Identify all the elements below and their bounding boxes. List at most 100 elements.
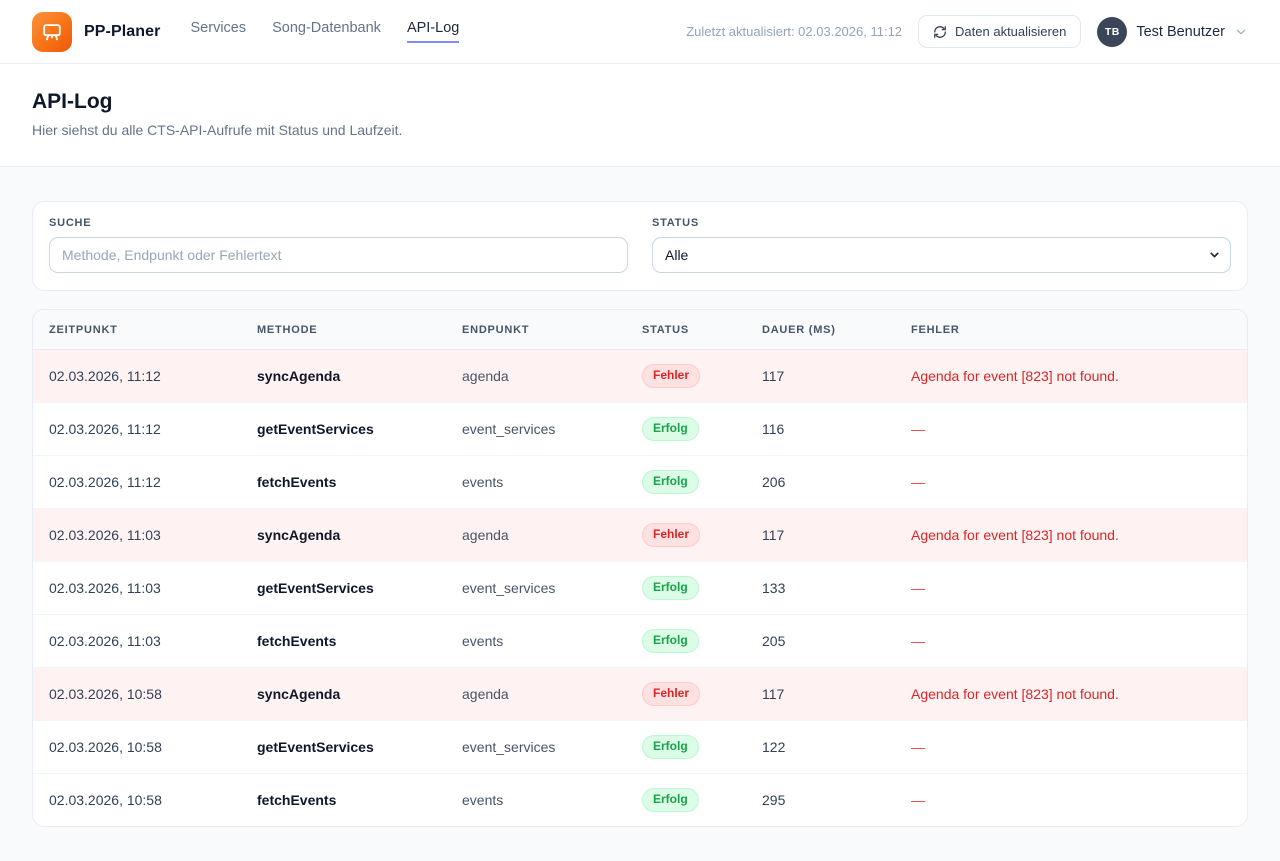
nav-item-services[interactable]: Services	[190, 20, 247, 36]
status-badge: Erfolg	[642, 417, 699, 441]
brand-name: PP-Planer	[84, 22, 161, 40]
api-log-table-card: Zeitpunkt Methode Endpunkt Status Dauer …	[32, 309, 1248, 827]
table-row: 02.03.2026, 11:03 fetchEvents events Erf…	[33, 614, 1247, 668]
top-navigation-bar: PP-Planer Services Song-Datenbank API-Lo…	[0, 0, 1280, 64]
status-badge: Fehler	[642, 364, 701, 388]
cell-timestamp: 02.03.2026, 11:03	[33, 561, 241, 615]
presentation-screen-icon	[41, 21, 63, 43]
column-header-fehler: Fehler	[895, 310, 1247, 350]
column-header-status: Status	[626, 310, 746, 350]
cell-duration: 122	[746, 720, 895, 774]
column-header-zeitpunkt: Zeitpunkt	[33, 310, 241, 350]
avatar: TB	[1097, 16, 1128, 47]
cell-status: Erfolg	[626, 561, 746, 615]
page-title: API-Log	[32, 90, 113, 113]
cell-status: Fehler	[626, 508, 746, 562]
cell-error: —	[895, 720, 1247, 774]
cell-endpoint: agenda	[462, 368, 509, 384]
cell-method: syncAgenda	[257, 368, 341, 384]
search-input[interactable]	[49, 237, 628, 273]
cell-endpoint: event_services	[446, 402, 626, 456]
last-updated-text: Zuletzt aktualisiert: 02.03.2026, 11:12	[686, 24, 903, 39]
cell-endpoint: events	[446, 455, 626, 509]
cell-error: Agenda for event [823] not found.	[895, 667, 1247, 721]
cell-status: Fehler	[626, 667, 746, 721]
api-log-table: Zeitpunkt Methode Endpunkt Status Dauer …	[33, 310, 1247, 826]
table-row: 02.03.2026, 11:03 getEventServices event…	[33, 561, 1247, 615]
status-filter: Status Alle	[652, 217, 1231, 273]
cell-endpoint: agenda	[446, 508, 626, 562]
cell-timestamp: 02.03.2026, 11:12	[33, 455, 241, 509]
cell-method: getEventServices	[241, 561, 446, 615]
cell-endpoint: agenda	[446, 667, 626, 721]
nav-item-api-log[interactable]: API-Log	[406, 20, 460, 43]
log-table-body: 02.03.2026, 11:12 syncAgenda agenda Fehl…	[33, 349, 1247, 826]
nav-item-song-datenbank[interactable]: Song-Datenbank	[272, 20, 381, 36]
search-filter: Suche	[49, 217, 628, 273]
brand: PP-Planer	[32, 11, 161, 52]
cell-timestamp: 02.03.2026, 10:58	[33, 720, 241, 774]
status-select[interactable]: Alle	[652, 237, 1231, 273]
cell-method: syncAgenda	[241, 508, 446, 562]
status-badge: Fehler	[642, 682, 701, 706]
cell-timestamp: 02.03.2026, 11:12	[33, 402, 241, 456]
cell-status: Fehler	[626, 350, 746, 403]
cell-error: Agenda for event [823] not found.	[911, 368, 1119, 384]
cell-timestamp: 02.03.2026, 11:03	[33, 508, 241, 562]
refresh-button-label: Daten aktualisieren	[955, 24, 1067, 39]
search-label: Suche	[49, 217, 92, 229]
cell-duration: 206	[746, 455, 895, 509]
cell-duration: 205	[746, 614, 895, 668]
chevron-down-icon	[1234, 25, 1248, 39]
cell-error: Agenda for event [823] not found.	[895, 508, 1247, 562]
cell-method: fetchEvents	[241, 455, 446, 509]
filter-card: Suche Status Alle	[32, 201, 1248, 291]
cell-duration: 117	[746, 508, 895, 562]
page-header: API-Log Hier siehst du alle CTS-API-Aufr…	[0, 64, 1280, 167]
cell-method: getEventServices	[241, 720, 446, 774]
column-header-endpunkt: Endpunkt	[446, 310, 626, 350]
cell-endpoint: events	[446, 614, 626, 668]
cell-method: fetchEvents	[241, 614, 446, 668]
cell-method: syncAgenda	[241, 667, 446, 721]
user-menu[interactable]: TB Test Benutzer	[1097, 16, 1248, 47]
main-content: Suche Status Alle	[0, 167, 1280, 861]
user-name: Test Benutzer	[1136, 23, 1225, 40]
cell-status: Erfolg	[626, 720, 746, 774]
cell-timestamp: 02.03.2026, 10:58	[33, 667, 241, 721]
cell-error: —	[895, 402, 1247, 456]
table-row: 02.03.2026, 11:03 syncAgenda agenda Fehl…	[33, 508, 1247, 562]
refresh-data-button[interactable]: Daten aktualisieren	[918, 15, 1082, 48]
table-row: 02.03.2026, 11:12 getEventServices event…	[33, 402, 1247, 456]
cell-error: —	[895, 614, 1247, 668]
cell-status: Erfolg	[626, 614, 746, 668]
table-row: 02.03.2026, 11:12 syncAgenda agenda Fehl…	[33, 349, 1247, 403]
status-badge: Erfolg	[642, 629, 699, 653]
cell-status: Erfolg	[626, 402, 746, 456]
cell-timestamp: 02.03.2026, 11:12	[49, 368, 161, 384]
cell-duration: 133	[746, 561, 895, 615]
primary-nav: Services Song-Datenbank API-Log	[191, 20, 460, 43]
cell-duration: 117	[746, 667, 895, 721]
cell-error: —	[895, 455, 1247, 509]
cell-duration: 117	[762, 368, 785, 384]
status-badge: Erfolg	[642, 788, 699, 812]
status-badge: Erfolg	[642, 576, 699, 600]
cell-timestamp: 02.03.2026, 11:03	[33, 614, 241, 668]
column-header-methode: Methode	[241, 310, 446, 350]
status-label: Status	[652, 217, 699, 229]
cell-duration: 116	[746, 402, 895, 456]
table-row: 02.03.2026, 11:12 fetchEvents events Erf…	[33, 455, 1247, 509]
cell-endpoint: event_services	[446, 720, 626, 774]
cell-method: getEventServices	[241, 402, 446, 456]
cell-error: —	[895, 561, 1247, 615]
status-badge: Erfolg	[642, 735, 699, 759]
cell-status: Erfolg	[626, 455, 746, 509]
status-badge: Erfolg	[642, 470, 699, 494]
page-subtitle: Hier siehst du alle CTS-API-Aufrufe mit …	[32, 122, 403, 138]
table-row: 02.03.2026, 10:58 getEventServices event…	[33, 720, 1247, 774]
column-header-dauer: Dauer (ms)	[746, 310, 895, 350]
cell-endpoint: event_services	[446, 561, 626, 615]
refresh-icon	[933, 25, 947, 39]
app-logo	[32, 11, 72, 52]
